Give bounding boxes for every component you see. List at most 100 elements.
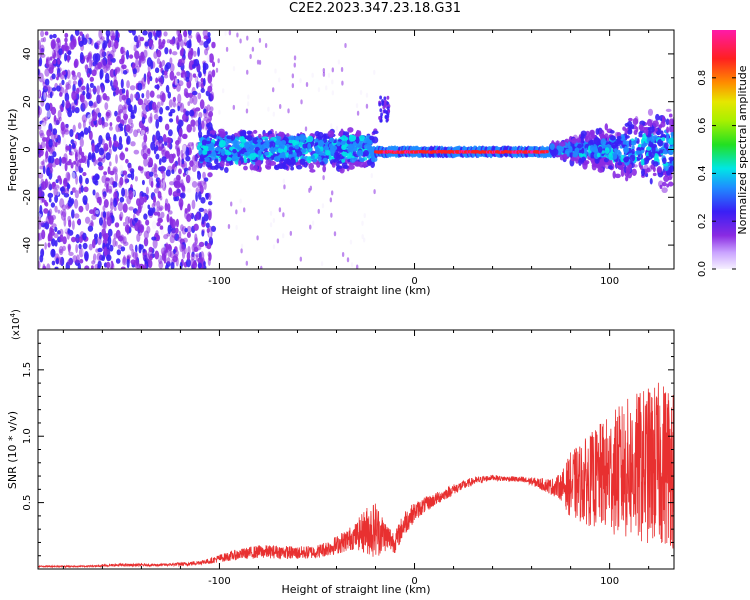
heatmap-cell xyxy=(219,160,225,168)
heatmap-cell xyxy=(191,199,196,210)
heatmap-cell xyxy=(53,114,57,122)
heatmap-cell xyxy=(355,131,360,139)
heatmap-cell xyxy=(239,130,247,137)
heatmap-cell xyxy=(226,157,232,162)
heatmap-cell xyxy=(180,182,185,191)
heatmap-cell xyxy=(198,157,205,162)
heatmap-cell xyxy=(156,222,161,227)
heatmap-cell xyxy=(203,208,208,215)
heatmap-cell xyxy=(77,79,82,88)
heatmap-cell xyxy=(624,135,630,139)
heatmap-cell xyxy=(42,159,45,168)
heatmap-cell xyxy=(178,198,184,208)
heatmap-cell xyxy=(309,185,313,191)
heatmap-cell xyxy=(61,79,65,86)
heatmap-cell xyxy=(361,220,364,226)
heatmap-cell xyxy=(98,196,102,206)
heatmap-cell xyxy=(635,150,642,155)
heatmap-cell xyxy=(115,240,118,247)
heatmap-cell xyxy=(39,44,45,55)
heatmap-cell xyxy=(102,220,107,230)
heatmap-cell xyxy=(383,96,387,101)
heatmap-cell xyxy=(139,133,145,140)
colorbar-tick-label: 0.2 xyxy=(697,213,708,229)
heatmap-cell xyxy=(179,49,184,57)
heatmap-cell xyxy=(125,94,129,100)
heatmap-cell xyxy=(232,66,236,72)
heatmap-cell xyxy=(40,30,45,38)
heatmap-cell xyxy=(154,250,160,260)
heatmap-cell xyxy=(559,156,564,161)
heatmap-cell xyxy=(331,67,334,73)
heatmap-cell xyxy=(101,85,104,94)
heatmap-cell xyxy=(147,259,153,269)
heatmap-cell xyxy=(272,111,275,117)
heatmap-cell xyxy=(381,101,384,106)
heatmap-cell xyxy=(195,191,198,202)
heatmap-cell xyxy=(346,257,350,263)
heatmap-cell xyxy=(166,213,170,223)
heatmap-cell xyxy=(634,115,639,124)
heatmap-cell xyxy=(226,135,234,140)
heatmap-cell xyxy=(197,92,202,100)
heatmap-cell xyxy=(661,115,665,124)
heatmap-cell xyxy=(257,150,262,156)
heatmap-cell xyxy=(69,75,73,86)
heatmap-cell xyxy=(139,224,145,233)
heatmap-y-tick-label: -20 xyxy=(22,189,33,205)
heatmap-cell xyxy=(163,74,169,79)
heatmap-cell xyxy=(97,247,103,253)
heatmap-cell xyxy=(172,132,176,142)
heatmap-cell xyxy=(174,166,178,177)
heatmap-cell xyxy=(129,85,136,91)
heatmap-cell xyxy=(157,216,162,223)
heatmap-cell xyxy=(114,110,118,117)
heatmap-cell xyxy=(628,139,632,148)
heatmap-cell xyxy=(604,147,610,155)
heatmap-cell xyxy=(247,94,250,100)
heatmap-cell xyxy=(282,212,285,218)
heatmap-cell xyxy=(260,265,263,269)
heatmap-cell xyxy=(79,138,84,148)
heatmap-cell xyxy=(362,237,366,243)
heatmap-cell xyxy=(85,177,89,185)
heatmap-cell xyxy=(63,137,67,146)
heatmap-cell xyxy=(133,35,139,43)
heatmap-cell xyxy=(191,181,198,188)
heatmap-cell xyxy=(386,114,390,119)
heatmap-cell xyxy=(101,228,107,238)
heatmap-cell xyxy=(47,62,52,69)
heatmap-cell xyxy=(71,220,75,231)
heatmap-cell xyxy=(281,233,285,239)
heatmap-cell xyxy=(97,260,102,269)
heatmap-cell xyxy=(74,133,79,140)
heatmap-cell xyxy=(225,162,230,167)
heatmap-cell xyxy=(104,95,110,101)
heatmap-cell xyxy=(287,108,290,114)
heatmap-cell xyxy=(258,37,262,43)
heatmap-cell xyxy=(668,137,674,145)
heatmap-cell xyxy=(107,55,111,65)
heatmap-cell xyxy=(186,225,192,234)
heatmap-cell xyxy=(38,106,43,116)
heatmap-cell xyxy=(45,150,49,159)
heatmap-cell xyxy=(109,49,115,60)
heatmap-cell xyxy=(203,213,209,222)
heatmap-cell xyxy=(211,61,216,68)
heatmap-cell xyxy=(113,206,117,212)
heatmap-cell xyxy=(290,166,295,171)
heatmap-cell xyxy=(214,147,222,152)
heatmap-cell xyxy=(270,146,274,153)
heatmap-cell xyxy=(107,228,113,237)
heatmap-cell xyxy=(133,217,139,222)
heatmap-cell xyxy=(358,135,366,142)
heatmap-cell xyxy=(230,201,233,207)
heatmap-cell xyxy=(104,182,110,188)
heatmap-cell xyxy=(198,207,205,213)
heatmap-cell xyxy=(54,158,60,166)
heatmap-cell xyxy=(48,208,53,216)
heatmap-cell xyxy=(102,193,106,200)
heatmap-cell xyxy=(239,198,242,204)
heatmap-cell xyxy=(224,149,229,156)
heatmap-cell xyxy=(246,69,249,75)
